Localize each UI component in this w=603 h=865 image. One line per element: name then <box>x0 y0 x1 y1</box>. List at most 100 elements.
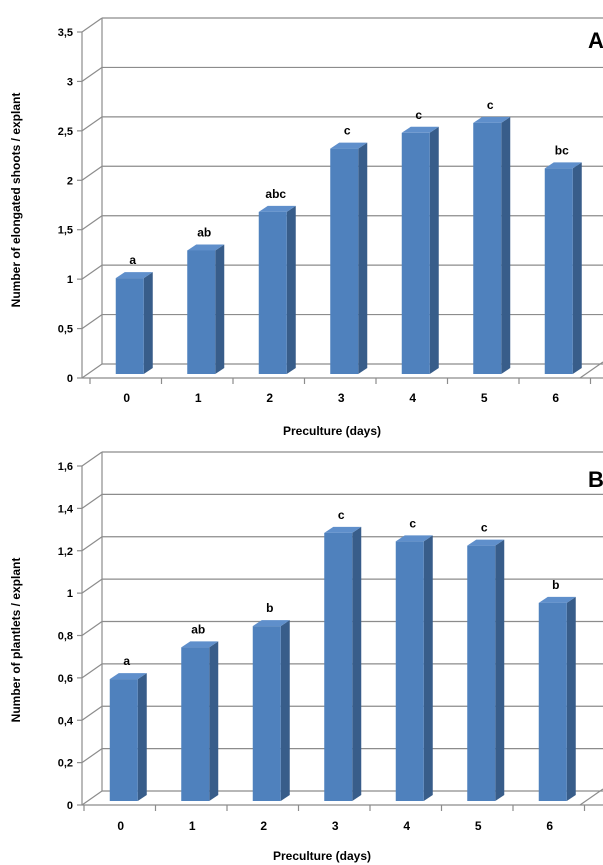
chart-a-bar-top <box>115 272 153 279</box>
chart-b-grid-diagonal <box>81 451 103 467</box>
chart-a-x-tick-label: 3 <box>338 391 345 405</box>
chart-a-x-tick-label: 5 <box>481 391 488 405</box>
chart-b-bar-side <box>495 539 505 801</box>
chart-b-bar-label: c <box>481 521 488 535</box>
chart-b-bar-label: a <box>123 654 130 668</box>
chart-b-grid-diagonal <box>81 705 103 721</box>
panel-label-b: B <box>588 467 603 492</box>
chart-a-x-tick-label: 0 <box>123 391 130 405</box>
chart-a-bar-top <box>401 126 439 133</box>
chart-b-bar-side <box>423 535 433 801</box>
chart-a-bar <box>473 122 502 375</box>
chart-a-bar-side <box>501 116 511 375</box>
chart-b-grid-diagonal <box>81 621 103 636</box>
chart-a-y-tick-label: 2,5 <box>58 126 73 138</box>
chart-b-bar-label: c <box>338 508 345 522</box>
chart-b-bar-top <box>324 526 362 533</box>
chart-a-bar <box>115 278 144 374</box>
chart-a-bar-label: c <box>487 98 494 112</box>
chart-b-y-tick-label: 0,6 <box>58 673 73 685</box>
chart-b-bar <box>395 541 424 801</box>
chart-b-bar-top <box>109 673 147 680</box>
chart-b-grid-diagonal <box>81 578 103 594</box>
chart-b-bar-top <box>252 620 290 627</box>
chart-b-bar-side <box>566 596 576 801</box>
chart-a-grid-diagonal <box>81 17 103 33</box>
chart-b-x-tick-label: 5 <box>475 819 482 833</box>
chart-a-y-tick-label: 2 <box>67 175 73 187</box>
chart-b-bar-top <box>395 535 433 542</box>
chart-b-x-tick-label: 1 <box>189 819 196 833</box>
chart-b-x-tick-label: 3 <box>332 819 339 833</box>
chart-a-bar-top <box>544 162 582 169</box>
panel-label-a: A <box>588 28 603 53</box>
chart-a-y-tick-label: 0,5 <box>58 324 73 336</box>
chart-b-grid-diagonal <box>81 790 103 806</box>
chart-a-bar <box>544 168 573 374</box>
chart-a-bar-label: c <box>344 124 351 138</box>
chart-a-bar-label: ab <box>197 225 211 239</box>
chart-a-grid-diagonal <box>81 363 103 379</box>
chart-a-grid-diagonal <box>81 116 103 132</box>
chart-b-y-tick-label: 0 <box>67 800 73 812</box>
chart-b-bar-side <box>137 673 147 801</box>
chart-b-bar <box>252 626 281 801</box>
chart-a-y-axis-title: Number of elongated shoots / explant <box>9 93 23 308</box>
chart-a-y-tick-label: 3 <box>67 76 73 88</box>
chart-a-grid-diagonal <box>81 215 103 231</box>
chart-a-bar <box>330 148 359 374</box>
chart-a-bar-side <box>429 126 439 374</box>
chart-b-bar <box>324 532 353 801</box>
chart-b-bar-side <box>280 620 290 801</box>
chart-b-x-axis-title: Preculture (days) <box>273 849 371 863</box>
chart-a-bar-top <box>187 244 225 251</box>
chart-b-floor-right <box>579 788 603 806</box>
chart-a-bar-label: c <box>415 108 422 122</box>
chart-a-y-tick-label: 1 <box>67 274 73 286</box>
chart-a-bar <box>258 211 287 374</box>
chart-b-bar-top <box>467 539 505 546</box>
chart-b-y-axis-title: Number of plantlets / explant <box>9 558 23 723</box>
chart-a-bar <box>401 132 430 374</box>
chart-a-x-tick-label: 6 <box>552 391 559 405</box>
chart-b-bar-label: b <box>266 601 273 615</box>
chart-b-y-tick-label: 0,2 <box>58 758 73 770</box>
chart-a-bar-label: a <box>129 253 136 267</box>
chart-a-bar-label: abc <box>265 187 286 201</box>
chart-b-bar <box>467 545 496 801</box>
chart-a-bar-label: bc <box>555 143 569 157</box>
chart-a-bar-side <box>286 205 296 374</box>
chart-b-bar-side <box>352 526 362 801</box>
chart-a-bar-side <box>143 272 153 374</box>
chart-b-y-tick-label: 1 <box>67 588 73 600</box>
chart-b-grid-diagonal <box>81 663 103 679</box>
chart-a-bar-side <box>358 142 368 374</box>
chart-b-grid-diagonal <box>81 493 103 509</box>
chart-a-bar-top <box>258 205 296 212</box>
chart-b-y-tick-label: 0,4 <box>58 715 74 727</box>
chart-a-y-tick-label: 0 <box>67 373 73 385</box>
chart-a-plot: 0 0,5 1 1,5 2 2,5 3 3,5 a 0 ab 1 abc 2 c 3 c 4 c 5 bc 6 <box>58 17 603 405</box>
chart-b-bar-side <box>209 641 219 801</box>
chart-a-grid-diagonal <box>81 264 103 280</box>
chart-a-bar-top <box>330 142 368 149</box>
chart-b-grid-diagonal <box>81 536 103 552</box>
chart-b-bar <box>181 647 210 801</box>
chart-b-x-tick-label: 0 <box>117 819 124 833</box>
chart-b-plot: 0 0,2 0,4 0,6 0,8 1 1,2 1,4 1,6 a 0 ab 1 b 2 c 3 c 4 c 5 b 6 <box>58 451 603 833</box>
chart-a-bar-top <box>473 116 511 123</box>
chart-b-bar <box>109 679 138 801</box>
chart-a-grid-diagonal <box>81 66 103 82</box>
chart-a-bar-side <box>572 162 582 374</box>
chart-a-x-tick-label: 2 <box>266 391 273 405</box>
chart-b-x-tick-label: 6 <box>546 819 553 833</box>
chart-a-bar <box>187 250 216 374</box>
chart-a-grid-diagonal <box>81 165 103 181</box>
chart-b-bar-top <box>181 641 219 648</box>
chart-a-y-tick-label: 3,5 <box>58 27 73 39</box>
chart-a-x-axis-title: Preculture (days) <box>283 424 381 438</box>
chart-b-x-tick-label: 2 <box>260 819 267 833</box>
chart-a-bar-side <box>215 244 225 374</box>
chart-b-y-tick-label: 0,8 <box>58 631 73 643</box>
